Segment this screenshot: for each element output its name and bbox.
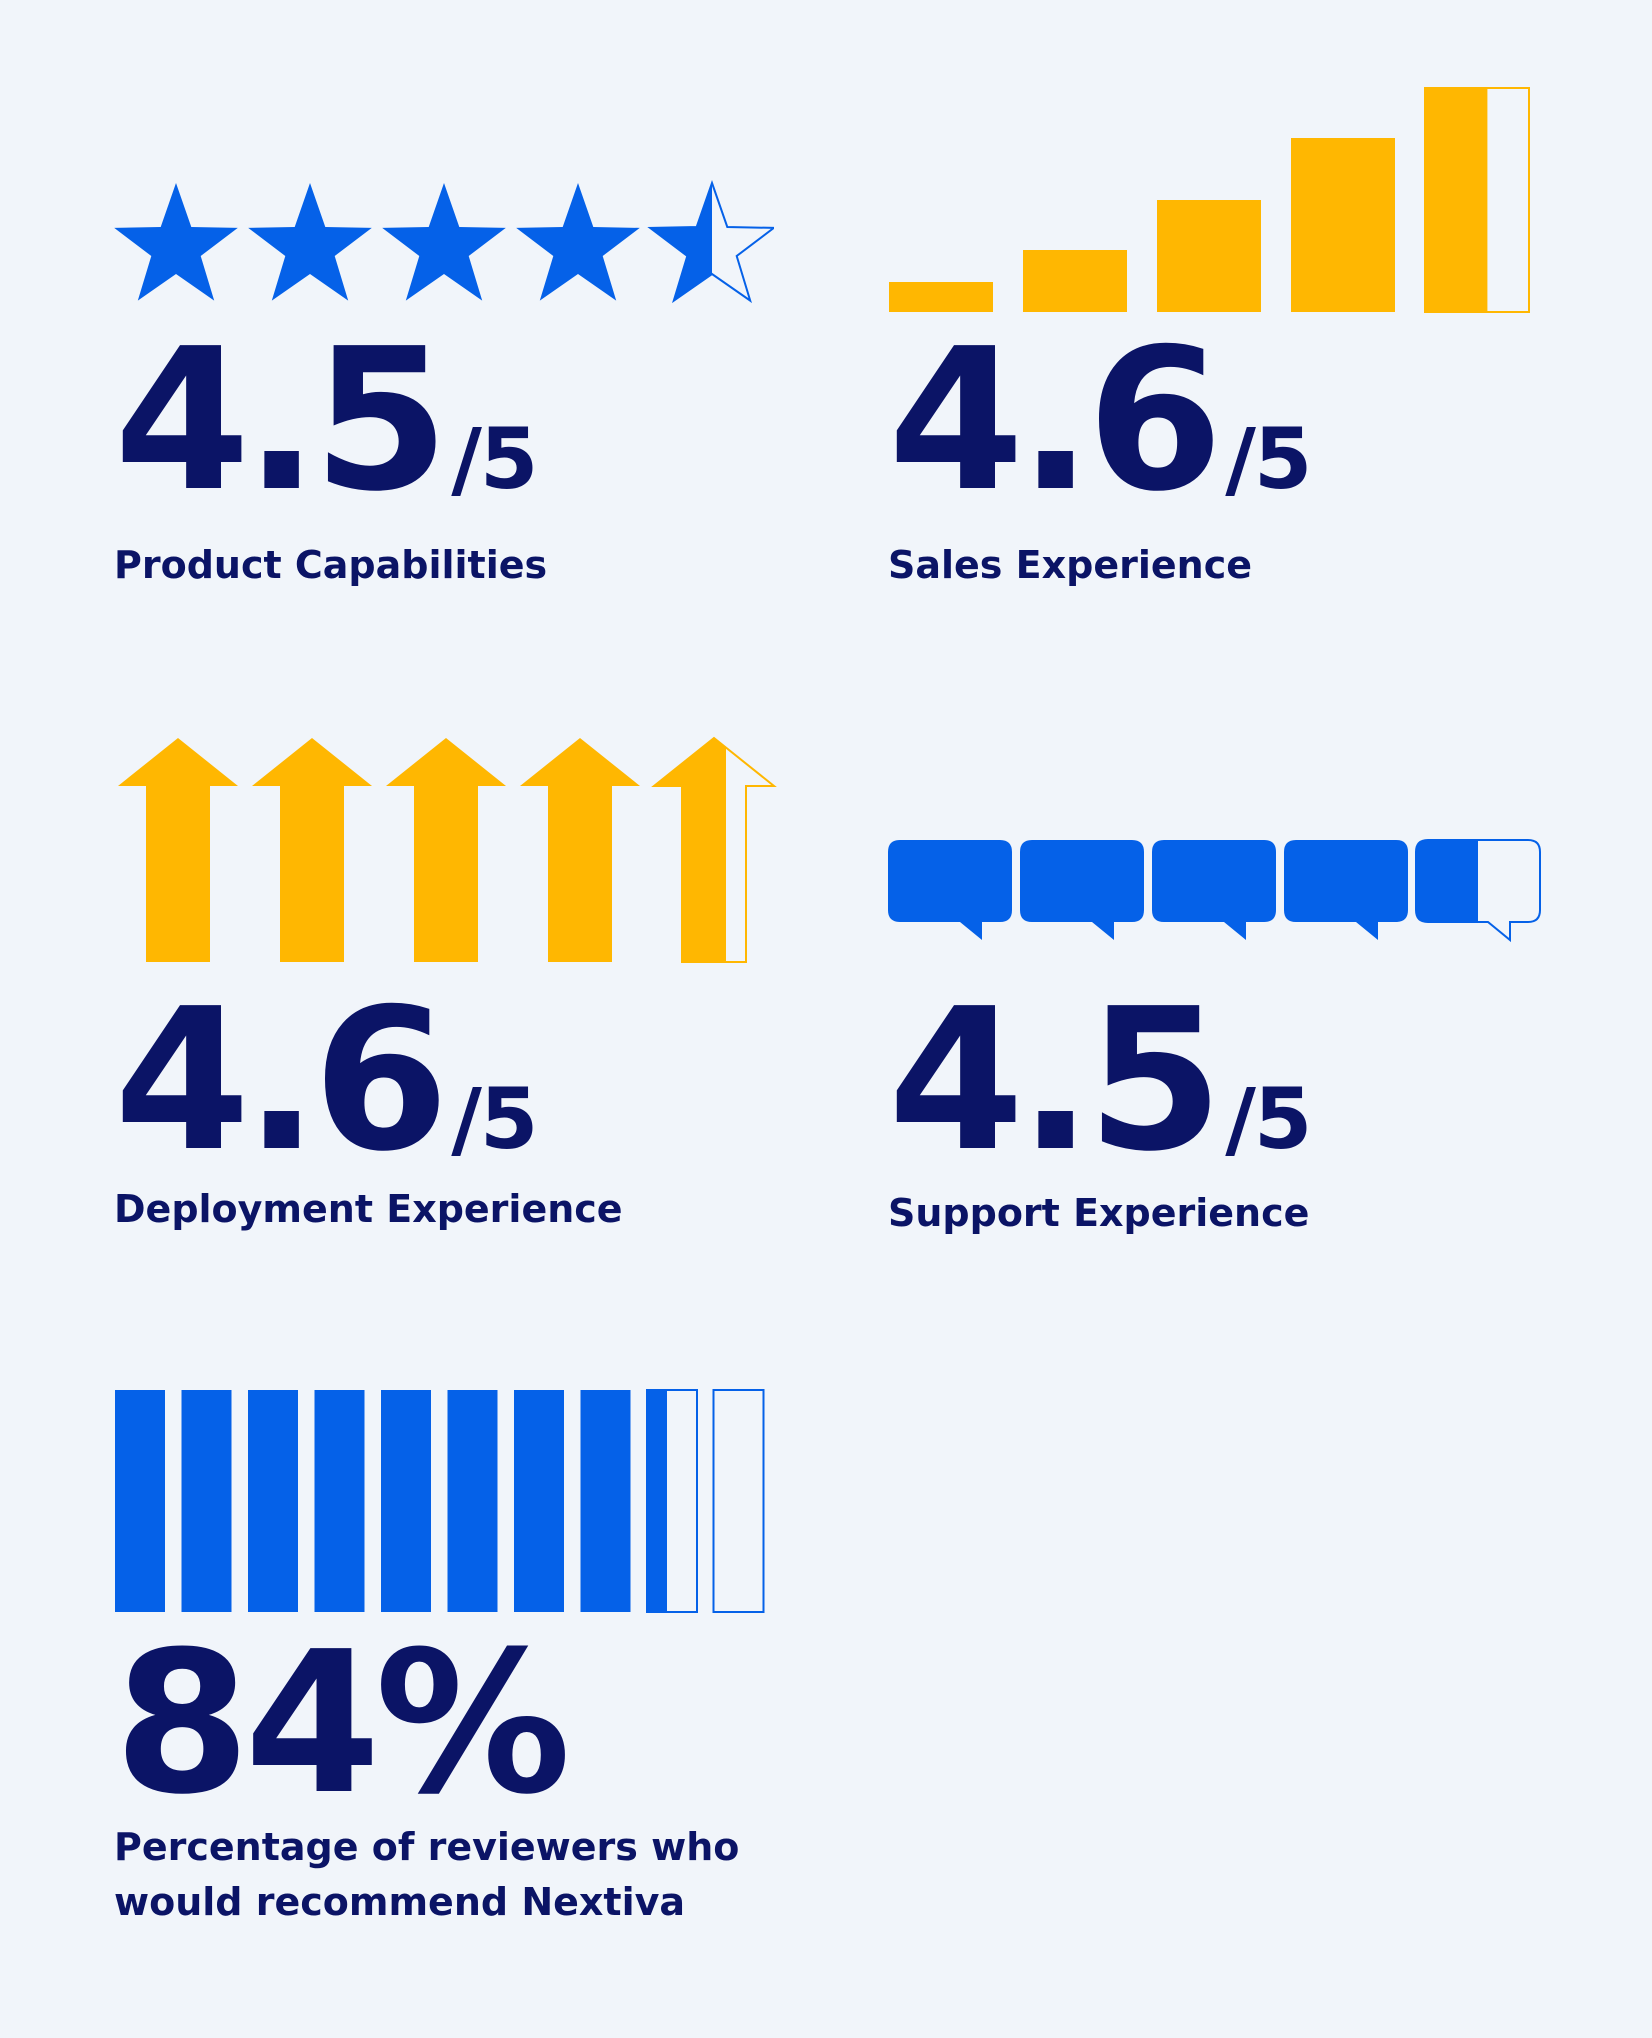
- arrow-rating: [118, 736, 777, 963]
- star-icon: [114, 183, 238, 301]
- speech-bubble-icon: [1415, 839, 1541, 943]
- star-icon: [516, 183, 640, 301]
- bar-icon: [646, 1389, 698, 1613]
- bar-icon: [514, 1390, 564, 1612]
- score: 84%: [114, 1610, 571, 1838]
- score: 4.5/5: [888, 967, 1312, 1195]
- bar-icon: [181, 1390, 232, 1612]
- arrow-up-icon: [520, 738, 640, 962]
- speech-bubble-icon: [888, 840, 1012, 940]
- arrow-up-icon: [252, 738, 372, 962]
- arrow-up-icon: [118, 738, 238, 962]
- metric-support-experience: 4.5/5 Support Experience: [888, 838, 1568, 1248]
- bar-icon: [1291, 138, 1395, 312]
- star-rating: [114, 179, 774, 304]
- bar-icon: [1157, 200, 1261, 312]
- bar-icon: [712, 1389, 765, 1613]
- star-icon: [248, 183, 372, 301]
- metric-sales-experience: 4.6/5 Sales Experience: [888, 86, 1568, 598]
- star-icon: [382, 183, 506, 301]
- metric-product-capabilities: 4.5/5 Product Capabilities: [114, 178, 774, 598]
- bar-icon: [115, 1390, 165, 1612]
- bar-icon: [580, 1390, 631, 1612]
- metric-label: Sales Experience: [888, 543, 1252, 587]
- bar-icon: [314, 1390, 365, 1612]
- score: 4.6/5: [888, 307, 1312, 535]
- bar-icon: [381, 1390, 431, 1612]
- speech-bubble-rating: [888, 839, 1541, 943]
- metric-label: Product Capabilities: [114, 543, 548, 587]
- metric-deployment-experience: 4.6/5 Deployment Experience: [114, 736, 794, 1246]
- bar-icon: [1424, 87, 1530, 313]
- bar-icon: [248, 1390, 298, 1612]
- bar-icon: [889, 282, 993, 312]
- speech-bubble-icon: [1020, 840, 1144, 940]
- metric-label: Support Experience: [888, 1191, 1310, 1235]
- arrow-up-icon: [651, 736, 777, 963]
- bar-rating: [889, 87, 1530, 313]
- score: 4.5/5: [114, 307, 538, 535]
- speech-bubble-icon: [1152, 840, 1276, 940]
- metric-recommend: 84% Percentage of reviewers who would rec…: [114, 1388, 814, 1928]
- metric-label: Deployment Experience: [114, 1187, 623, 1231]
- percent-bars: [115, 1389, 765, 1613]
- score: 4.6/5: [114, 967, 538, 1195]
- bar-icon: [1023, 250, 1127, 312]
- speech-bubble-icon: [1284, 840, 1408, 940]
- metric-label: Percentage of reviewers who would recomme…: [114, 1825, 740, 1925]
- star-icon: [647, 179, 774, 304]
- bar-icon: [447, 1390, 498, 1612]
- arrow-up-icon: [386, 738, 506, 962]
